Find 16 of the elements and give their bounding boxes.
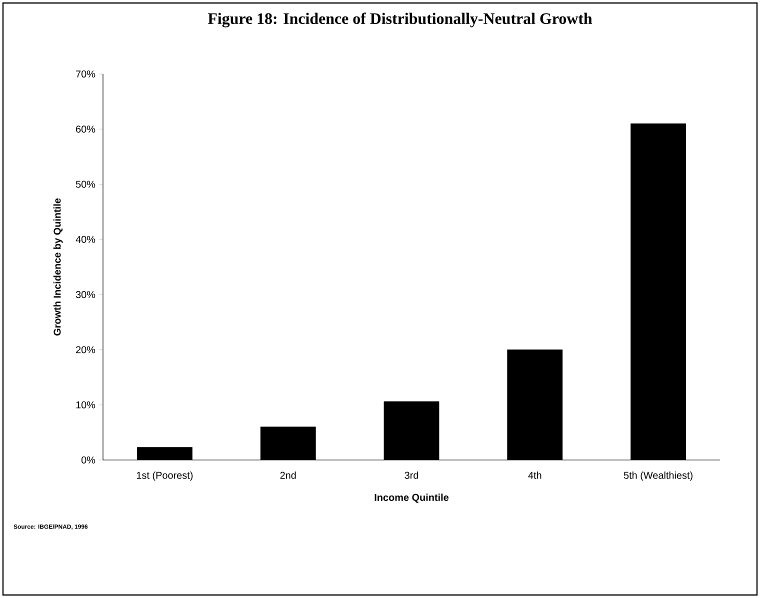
y-tick-label: 70% bbox=[76, 70, 96, 78]
chart-title: Figure 18: Incidence of Distributionally-Neutral Growth bbox=[208, 12, 592, 28]
x-tick-label: 1st (Poorest) bbox=[136, 472, 193, 481]
x-tick-label: 3rd bbox=[404, 472, 418, 479]
x-tick-label: 2nd bbox=[280, 472, 296, 479]
y-tick-label: 10% bbox=[76, 401, 96, 408]
y-tick-label: 60% bbox=[76, 126, 96, 133]
y-tick-label: 50% bbox=[76, 180, 96, 188]
x-axis-title: Income Quintile bbox=[374, 494, 449, 503]
y-tick-label: 20% bbox=[76, 346, 96, 354]
y-tick-label: 40% bbox=[76, 236, 96, 243]
y-tick-label: 0% bbox=[81, 456, 96, 464]
y-tick-label: 30% bbox=[76, 291, 96, 298]
y-axis-title: Growth Incidence by Quintile bbox=[53, 198, 63, 336]
x-tick-label: 5th (Wealthiest) bbox=[624, 472, 692, 481]
x-tick-label: 4th bbox=[528, 472, 542, 479]
